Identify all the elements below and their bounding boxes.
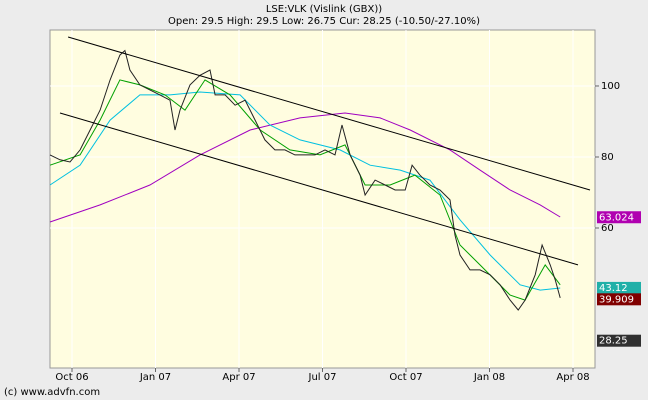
series-line bbox=[49, 49, 561, 311]
y-tick-label: 80 bbox=[601, 152, 614, 163]
value-tag bbox=[597, 334, 641, 347]
y-tick-label: 60 bbox=[601, 223, 614, 234]
value-tag-label: 43.12 bbox=[599, 283, 628, 294]
x-tick-label: Oct 07 bbox=[389, 372, 422, 383]
series-line bbox=[59, 112, 579, 266]
series-line bbox=[67, 36, 591, 191]
chart-title: LSE:VLK (Vislink (GBX)) bbox=[266, 4, 382, 15]
value-tag bbox=[597, 211, 641, 224]
x-tick-label: Jan 07 bbox=[139, 372, 171, 383]
credit: (c) www.advfn.com bbox=[4, 387, 100, 398]
value-tag-label: 39.909 bbox=[599, 294, 634, 305]
value-tag-label: 28.25 bbox=[599, 336, 628, 347]
x-tick-label: Apr 08 bbox=[556, 372, 589, 383]
x-tick-label: Apr 07 bbox=[222, 372, 255, 383]
x-tick-label: Jul 07 bbox=[308, 372, 337, 383]
series-line bbox=[49, 91, 561, 291]
x-tick-label: Oct 06 bbox=[55, 372, 88, 383]
value-tag-label: 63.024 bbox=[599, 212, 634, 223]
value-tag bbox=[597, 293, 641, 306]
x-tick-label: Jan 08 bbox=[473, 372, 505, 383]
series-line bbox=[49, 112, 561, 223]
chart-subtitle: Open: 29.5 High: 29.5 Low: 26.75 Cur: 28… bbox=[168, 16, 480, 27]
value-tag bbox=[597, 281, 641, 294]
y-tick-label: 100 bbox=[601, 81, 620, 92]
